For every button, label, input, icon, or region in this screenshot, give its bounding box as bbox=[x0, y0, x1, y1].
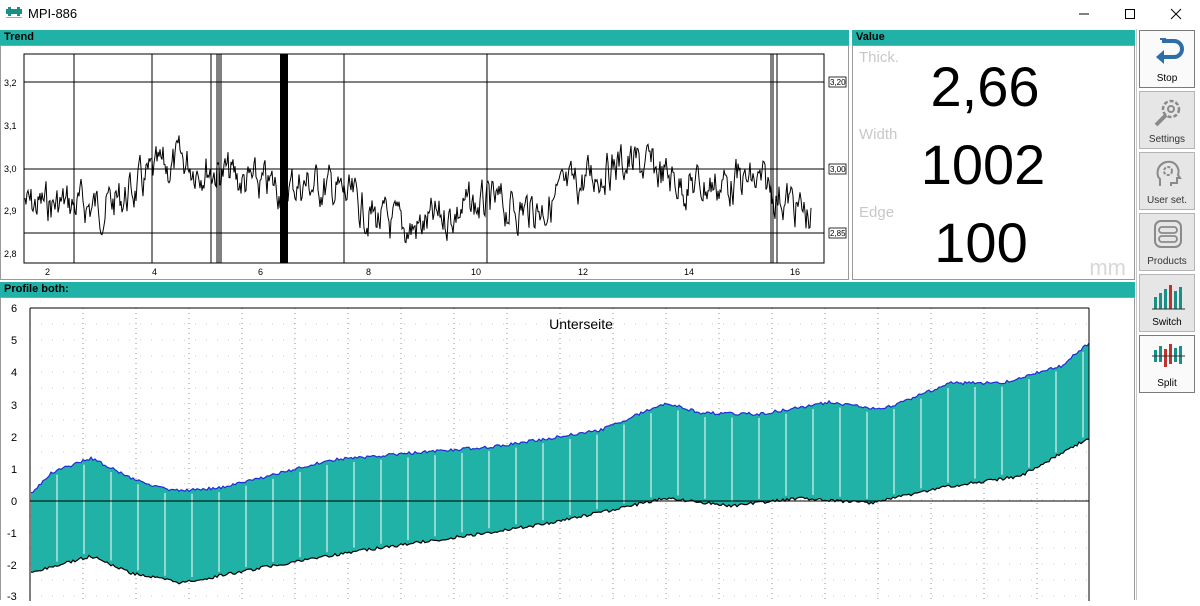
ref-label-box bbox=[828, 227, 847, 239]
user-settings-label: User set. bbox=[1146, 195, 1187, 206]
window-title: MPI-886 bbox=[28, 6, 78, 21]
trend-spikes bbox=[73, 54, 778, 263]
profile-y-tick: -1 bbox=[7, 528, 17, 540]
trend-y-tick: 2,9 bbox=[4, 206, 17, 216]
unit-label: mm bbox=[1089, 255, 1126, 280]
profile-chart: Unterseite 6 5 4 3 2 1 0 -1 -2 -3 bbox=[7, 303, 1090, 603]
profile-title: Unterseite bbox=[549, 316, 613, 332]
close-icon bbox=[1170, 8, 1182, 20]
minimize-button[interactable] bbox=[1062, 0, 1108, 28]
trend-x-tick: 10 bbox=[471, 267, 481, 277]
profile-y-tick: -3 bbox=[7, 591, 17, 601]
edge-label: Edge bbox=[859, 204, 895, 221]
width-value: 1002 bbox=[920, 133, 1046, 196]
trend-ref-label: 3,20 bbox=[830, 78, 846, 87]
profile-header: Profile both: bbox=[0, 282, 1135, 297]
bar-chart-icon bbox=[1152, 285, 1185, 310]
trend-x-tick: 8 bbox=[366, 267, 371, 277]
stop-label: Stop bbox=[1156, 73, 1178, 84]
products-label: Products bbox=[1147, 256, 1187, 267]
trend-plot-area bbox=[23, 53, 825, 264]
switch-label: Switch bbox=[1152, 317, 1182, 328]
trend-series bbox=[24, 135, 812, 244]
trend-chart: 3,2 3,1 3,0 2,9 2,8 3,20 3,00 2,85 2 4 6… bbox=[4, 53, 847, 277]
thickness-value: 2,66 bbox=[930, 55, 1040, 118]
trend-x-tick: 2 bbox=[45, 267, 50, 277]
profile-upper-line bbox=[30, 342, 1090, 494]
profile-y-tick: 0 bbox=[11, 496, 17, 508]
stop-button[interactable]: Stop bbox=[1139, 30, 1195, 88]
ref-label-box bbox=[828, 163, 847, 175]
value-header: Value bbox=[852, 30, 1135, 45]
width-label: Width bbox=[859, 126, 898, 143]
split-bars-icon bbox=[1152, 344, 1185, 367]
profile-y-tick: 2 bbox=[11, 432, 17, 444]
trend-y-tick: 3,0 bbox=[4, 164, 17, 174]
trend-panel: 3,2 3,1 3,0 2,9 2,8 3,20 3,00 2,85 2 4 6… bbox=[0, 45, 849, 280]
title-bar: MPI-886 bbox=[0, 0, 1200, 28]
profile-panel: Unterseite 6 5 4 3 2 1 0 -1 -2 -3 bbox=[0, 297, 1135, 603]
wrench-gear-icon bbox=[1154, 99, 1181, 127]
ref-label-box bbox=[828, 76, 847, 88]
user-settings-button[interactable]: User set. bbox=[1139, 152, 1195, 210]
profile-lower-line bbox=[30, 438, 1090, 585]
trend-x-tick: 14 bbox=[684, 267, 694, 277]
profile-y-tick: 5 bbox=[11, 335, 17, 347]
maximize-button[interactable] bbox=[1108, 0, 1154, 28]
thickness-label: Thick. bbox=[859, 49, 900, 66]
settings-button[interactable]: Settings bbox=[1139, 91, 1195, 149]
products-button[interactable]: Products bbox=[1139, 213, 1195, 271]
trend-ref-label: 2,85 bbox=[830, 229, 846, 238]
profile-y-tick: -2 bbox=[7, 560, 17, 572]
profile-y-tick: 6 bbox=[11, 303, 17, 315]
edge-value: 100 bbox=[934, 211, 1028, 274]
head-gear-icon bbox=[1156, 160, 1182, 186]
value-panel: Thick. 2,66 Width 1002 Edge 100 mm bbox=[852, 45, 1135, 280]
profile-y-tick: 1 bbox=[11, 464, 17, 476]
switch-button[interactable]: Switch bbox=[1139, 274, 1195, 332]
app-logo-icon bbox=[6, 7, 22, 18]
trend-header: Trend bbox=[0, 30, 849, 45]
trend-y-tick: 2,8 bbox=[4, 249, 17, 259]
close-button[interactable] bbox=[1154, 0, 1200, 28]
sidebar: Stop Settings User set. Products bbox=[1136, 29, 1200, 600]
profile-ribs bbox=[56, 351, 1084, 577]
profile-fill-area bbox=[31, 343, 1089, 584]
maximize-icon bbox=[1125, 9, 1135, 19]
trend-x-tick: 6 bbox=[258, 267, 263, 277]
split-label: Split bbox=[1157, 378, 1177, 389]
toggle-switches-icon bbox=[1154, 220, 1182, 248]
trend-y-tick: 3,2 bbox=[4, 78, 17, 88]
minimize-icon bbox=[1079, 13, 1089, 15]
return-arrow-icon bbox=[1156, 38, 1184, 64]
trend-x-tick: 16 bbox=[790, 267, 800, 277]
profile-y-tick: 3 bbox=[11, 400, 17, 412]
split-button[interactable]: Split bbox=[1139, 335, 1195, 393]
trend-ref-label: 3,00 bbox=[830, 165, 846, 174]
trend-x-tick: 12 bbox=[578, 267, 588, 277]
trend-y-tick: 3,1 bbox=[4, 121, 17, 131]
trend-x-tick: 4 bbox=[152, 267, 157, 277]
settings-label: Settings bbox=[1148, 134, 1186, 145]
profile-y-tick: 4 bbox=[11, 367, 17, 379]
